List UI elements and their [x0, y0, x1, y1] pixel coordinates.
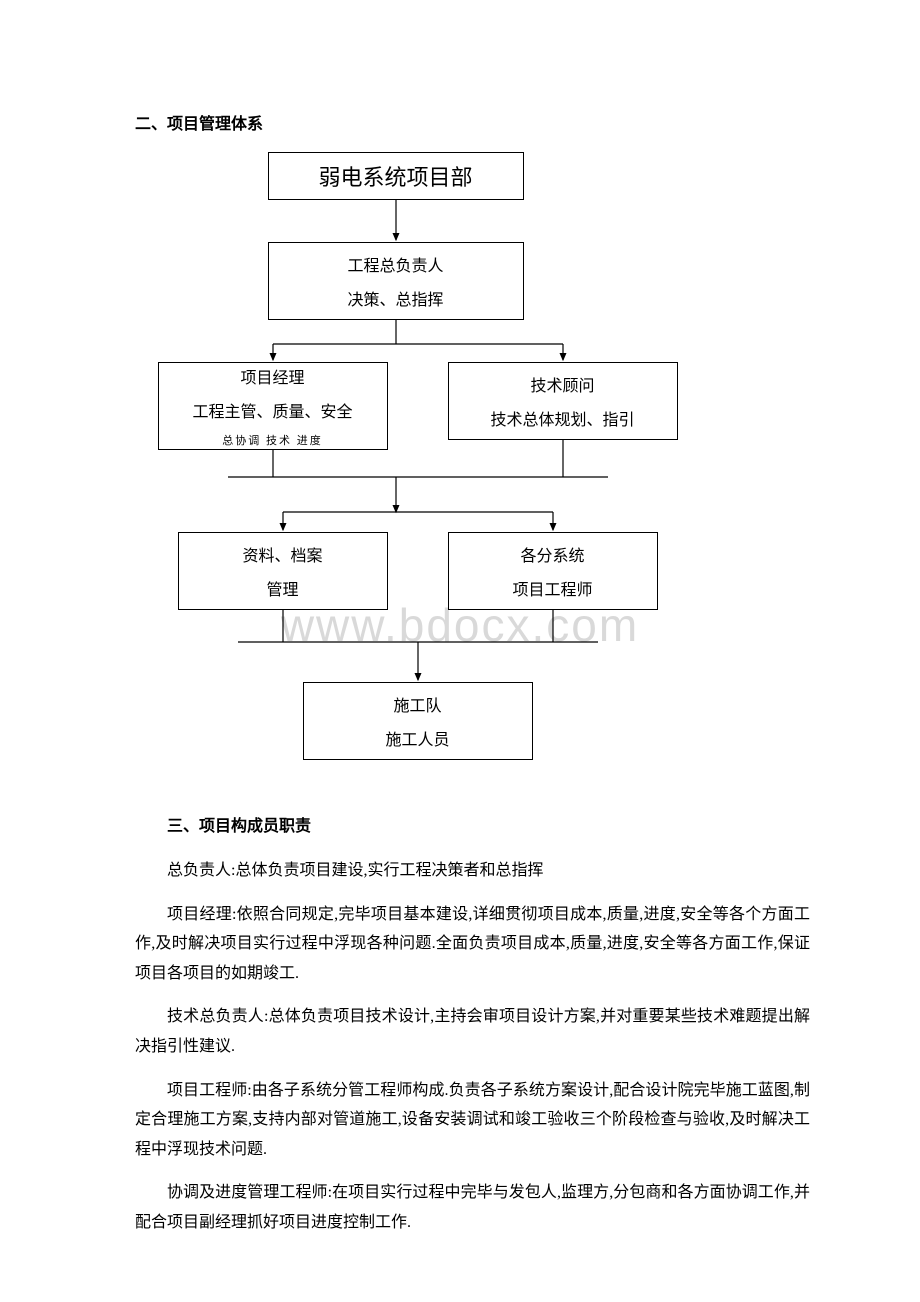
node-label: 管理 [266, 576, 298, 600]
paragraph-3: 技术总负责人:总体负责项目技术设计,主持会审项目设计方案,并对重要某些技术难题提… [135, 1002, 810, 1061]
node-label: 项目经理 [240, 364, 304, 388]
node-label: 技术总体规划、指引 [490, 406, 634, 430]
node-label: 资料、档案 [242, 542, 322, 566]
node-label: 决策、总指挥 [347, 286, 443, 310]
flowchart-node-n2: 工程总负责人决策、总指挥 [268, 242, 524, 320]
node-label: 工程主管、质量、安全 [192, 398, 352, 422]
paragraph-4: 项目工程师:由各子系统分管工程师构成.负责各子系统方案设计,配合设计院完毕施工蓝… [135, 1076, 810, 1165]
section-3-heading: 三、项目构成员职责 [135, 812, 810, 836]
flowchart-node-n4: 技术顾问技术总体规划、指引 [448, 362, 678, 440]
paragraph-1: 总负责人:总体负责项目建设,实行工程决策者和总指挥 [135, 856, 810, 886]
document-page: 二、项目管理体系 [0, 0, 920, 1238]
org-flowchart: 弱电系统项目部工程总负责人决策、总指挥项目经理工程主管、质量、安全总协调 技术 … [138, 152, 808, 772]
section-2-heading: 二、项目管理体系 [135, 110, 810, 134]
node-label: 技术顾问 [530, 372, 594, 396]
paragraph-5: 协调及进度管理工程师:在项目实行过程中完毕与发包人,监理方,分包商和各方面协调工… [135, 1178, 810, 1237]
node-label: 施工人员 [385, 726, 449, 750]
node-label: 工程总负责人 [347, 252, 443, 276]
node-label: 总协调 技术 进度 [222, 432, 323, 448]
flowchart-node-n3: 项目经理工程主管、质量、安全总协调 技术 进度 [158, 362, 388, 450]
paragraph-2: 项目经理:依照合同规定,完毕项目基本建设,详细贯彻项目成本,质量,进度,安全等各… [135, 900, 810, 989]
flowchart-node-n7: 施工队施工人员 [303, 682, 533, 760]
flowchart-node-n5: 资料、档案管理 [178, 532, 388, 610]
node-label: 项目工程师 [512, 576, 592, 600]
node-label: 各分系统 [520, 542, 584, 566]
node-label: 施工队 [393, 692, 441, 716]
flowchart-node-n1: 弱电系统项目部 [268, 152, 524, 200]
flowchart-node-n6: 各分系统项目工程师 [448, 532, 658, 610]
node-label: 弱电系统项目部 [318, 160, 472, 192]
